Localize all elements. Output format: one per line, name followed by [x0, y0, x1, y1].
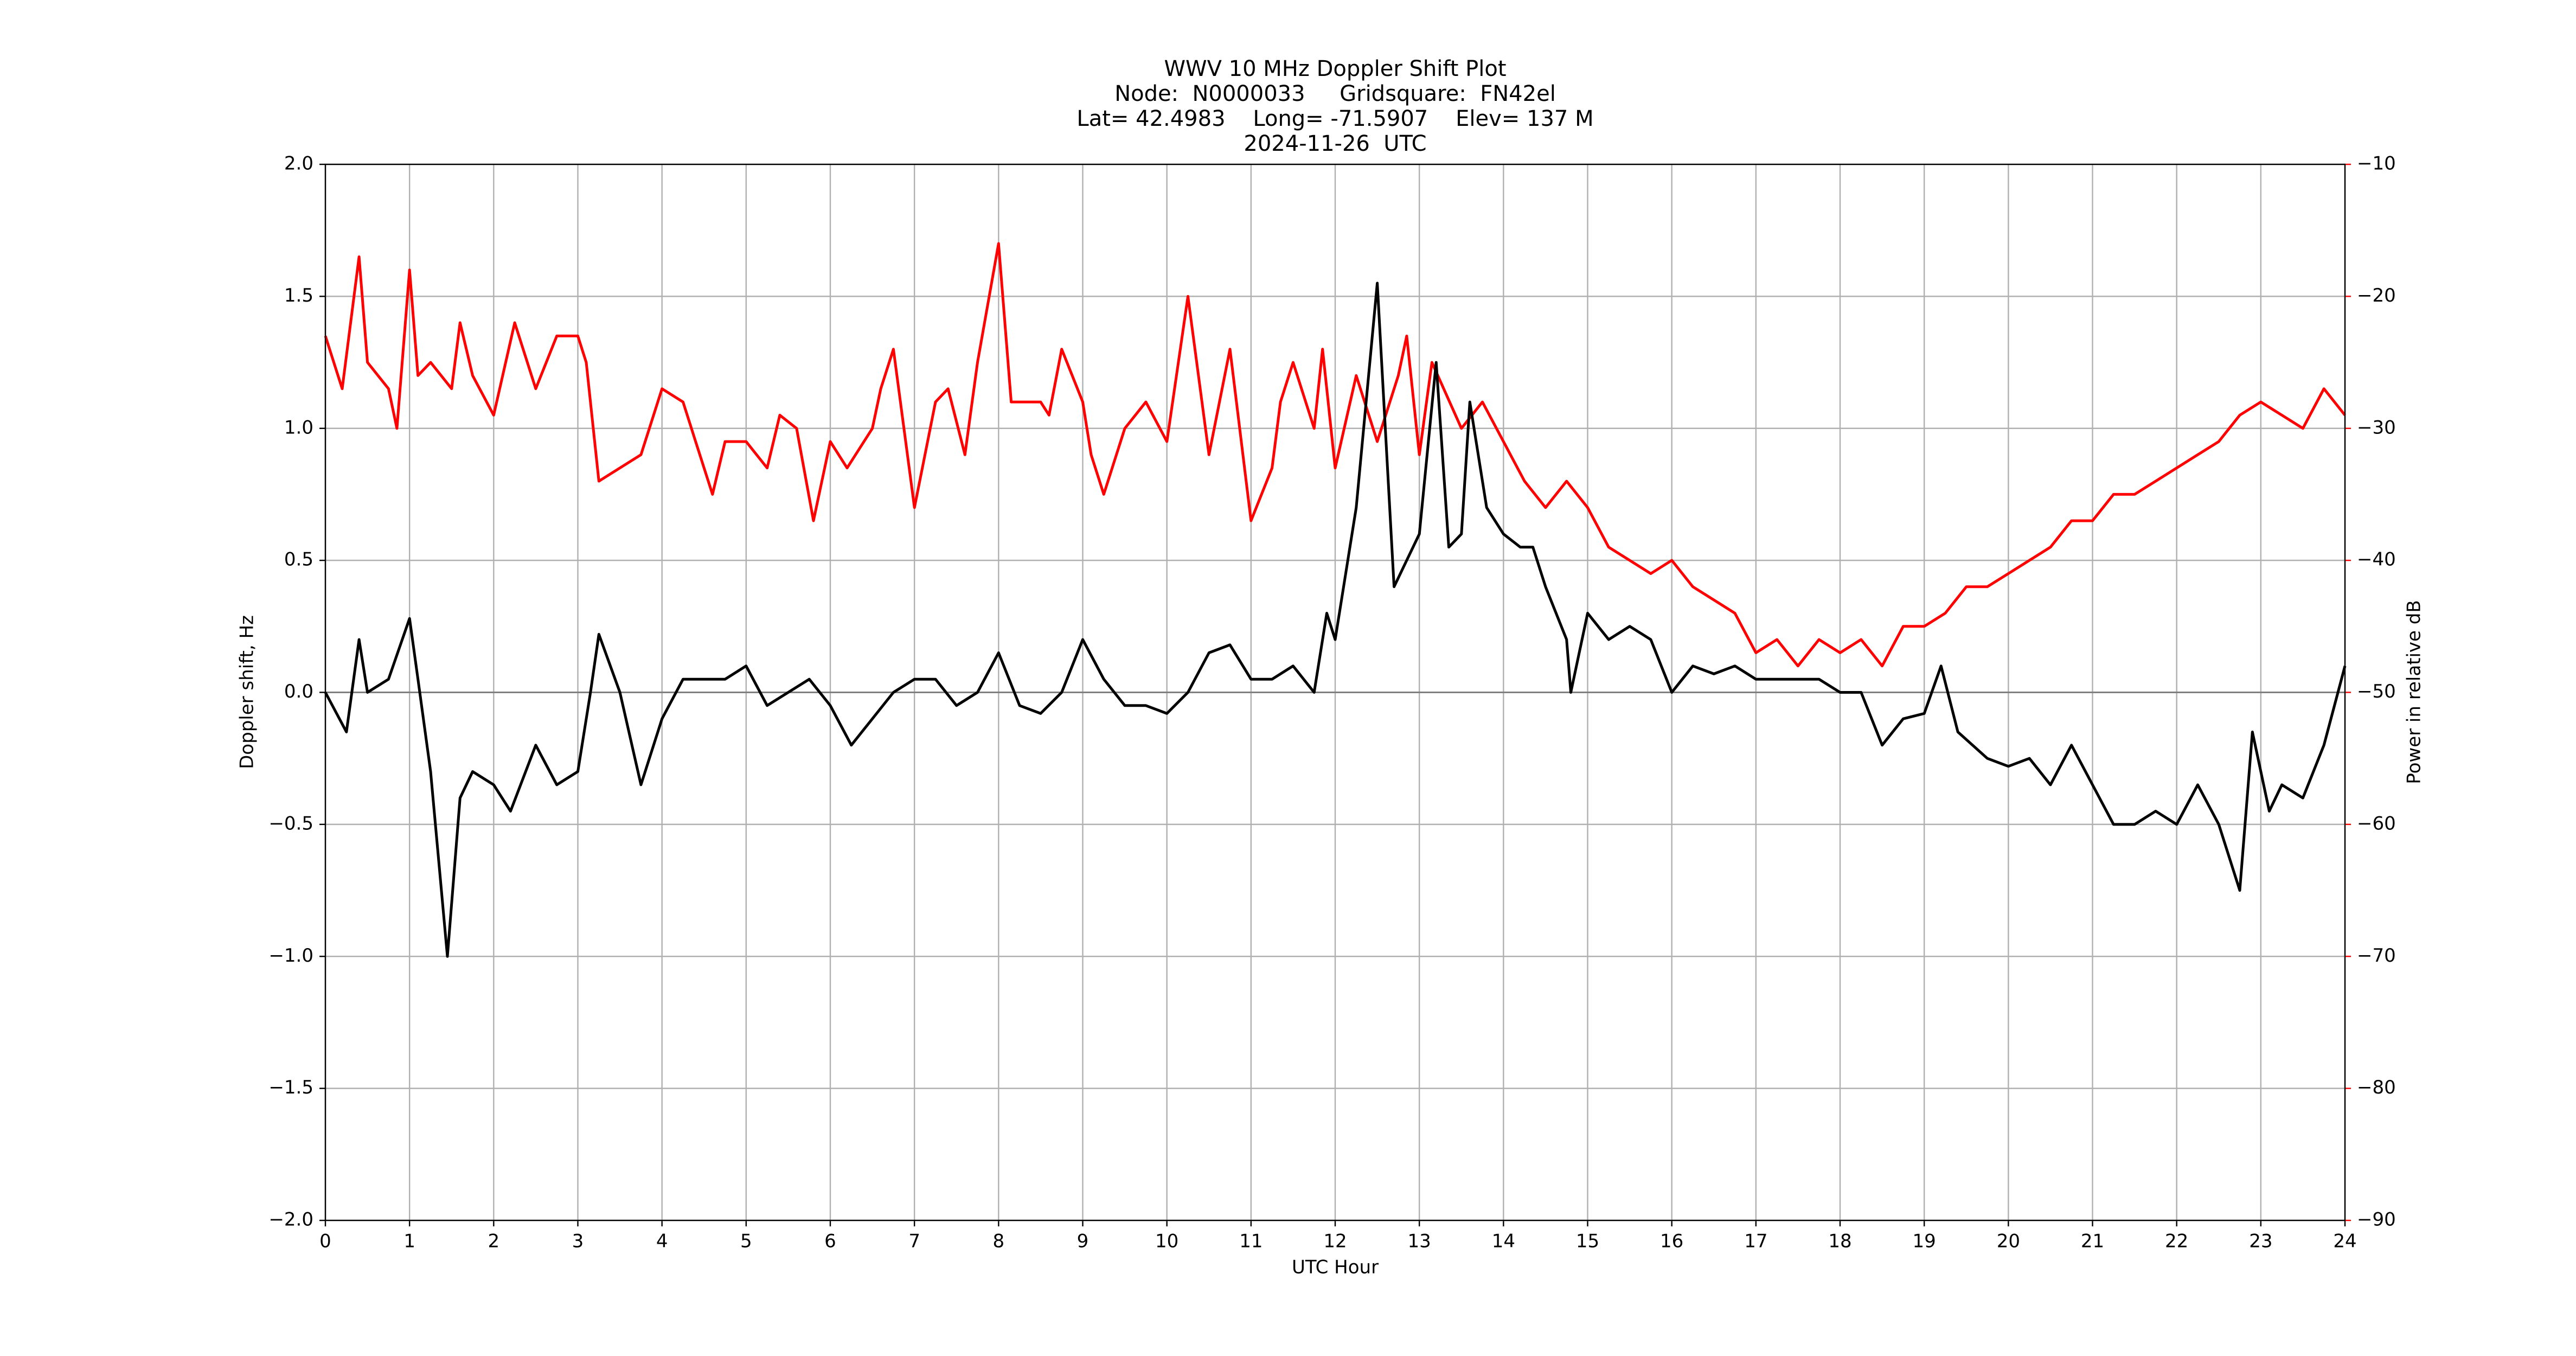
x-tick-label: 11 [1239, 1231, 1263, 1252]
chart-subtitle: 2024-11-26 UTC [1244, 131, 1426, 156]
x-tick-label: 0 [319, 1231, 331, 1252]
y2-tick-label: −20 [2357, 285, 2396, 306]
y-tick-label: −1.0 [268, 945, 313, 967]
y-tick-label: 0.0 [284, 681, 313, 702]
x-tick-label: 6 [824, 1231, 836, 1252]
y2-tick-label: −40 [2357, 549, 2396, 571]
x-tick-label: 22 [2165, 1231, 2188, 1252]
x-tick-label: 1 [403, 1231, 415, 1252]
y2-tick-label: −50 [2357, 681, 2396, 702]
y-tick-label: 0.5 [284, 549, 313, 571]
x-tick-label: 7 [908, 1231, 920, 1252]
x-tick-label: 20 [1997, 1231, 2020, 1252]
x-tick-label: 16 [1660, 1231, 1683, 1252]
y-axis-label: Doppler shift, Hz [236, 615, 258, 769]
x-tick-label: 10 [1155, 1231, 1178, 1252]
y-tick-label: 1.5 [284, 285, 313, 306]
plot-frame [324, 163, 2346, 1221]
x-tick-label: 12 [1323, 1231, 1347, 1252]
x-tick-label: 2 [488, 1231, 500, 1252]
x-tick-label: 23 [2249, 1231, 2272, 1252]
x-tick-label: 14 [1492, 1231, 1515, 1252]
y-tick-label: −1.5 [268, 1077, 313, 1098]
series-line [324, 242, 2346, 668]
y2-tick-label: −90 [2357, 1209, 2396, 1231]
x-tick-label: 18 [1828, 1231, 1851, 1252]
x-tick-label: 24 [2333, 1231, 2356, 1252]
y-tick-label: −0.5 [268, 813, 313, 834]
x-tick-label: 19 [1913, 1231, 1936, 1252]
chart-subtitle: Lat= 42.4983 Long= -71.5907 Elev= 137 M [1076, 106, 1593, 131]
x-tick-label: 3 [572, 1231, 584, 1252]
x-tick-label: 8 [993, 1231, 1005, 1252]
x-tick-label: 5 [740, 1231, 752, 1252]
x-tick-label: 17 [1744, 1231, 1767, 1252]
series-line [324, 282, 2347, 958]
y2-axis-label: Power in relative dB [2404, 600, 2425, 784]
y-tick-label: −2.0 [268, 1209, 313, 1231]
y2-tick-label: −70 [2357, 945, 2396, 967]
y-tick-label: 2.0 [284, 153, 313, 175]
y-tick-label: 1.0 [284, 417, 313, 438]
x-tick-label: 13 [1408, 1231, 1431, 1252]
chart-subtitle: Node: N0000033 Gridsquare: FN42el [1114, 81, 1556, 106]
x-tick-label: 9 [1077, 1231, 1089, 1252]
chart-title: WWV 10 MHz Doppler Shift Plot [1164, 56, 1506, 81]
x-tick-label: 21 [2081, 1231, 2104, 1252]
y2-tick-label: −60 [2357, 813, 2396, 834]
x-axis-label: UTC Hour [1292, 1257, 1379, 1278]
y2-tick-label: −30 [2357, 417, 2396, 438]
y2-tick-label: −80 [2357, 1077, 2396, 1098]
y2-tick-label: −10 [2357, 153, 2396, 175]
x-tick-label: 4 [656, 1231, 668, 1252]
x-tick-label: 15 [1576, 1231, 1599, 1252]
